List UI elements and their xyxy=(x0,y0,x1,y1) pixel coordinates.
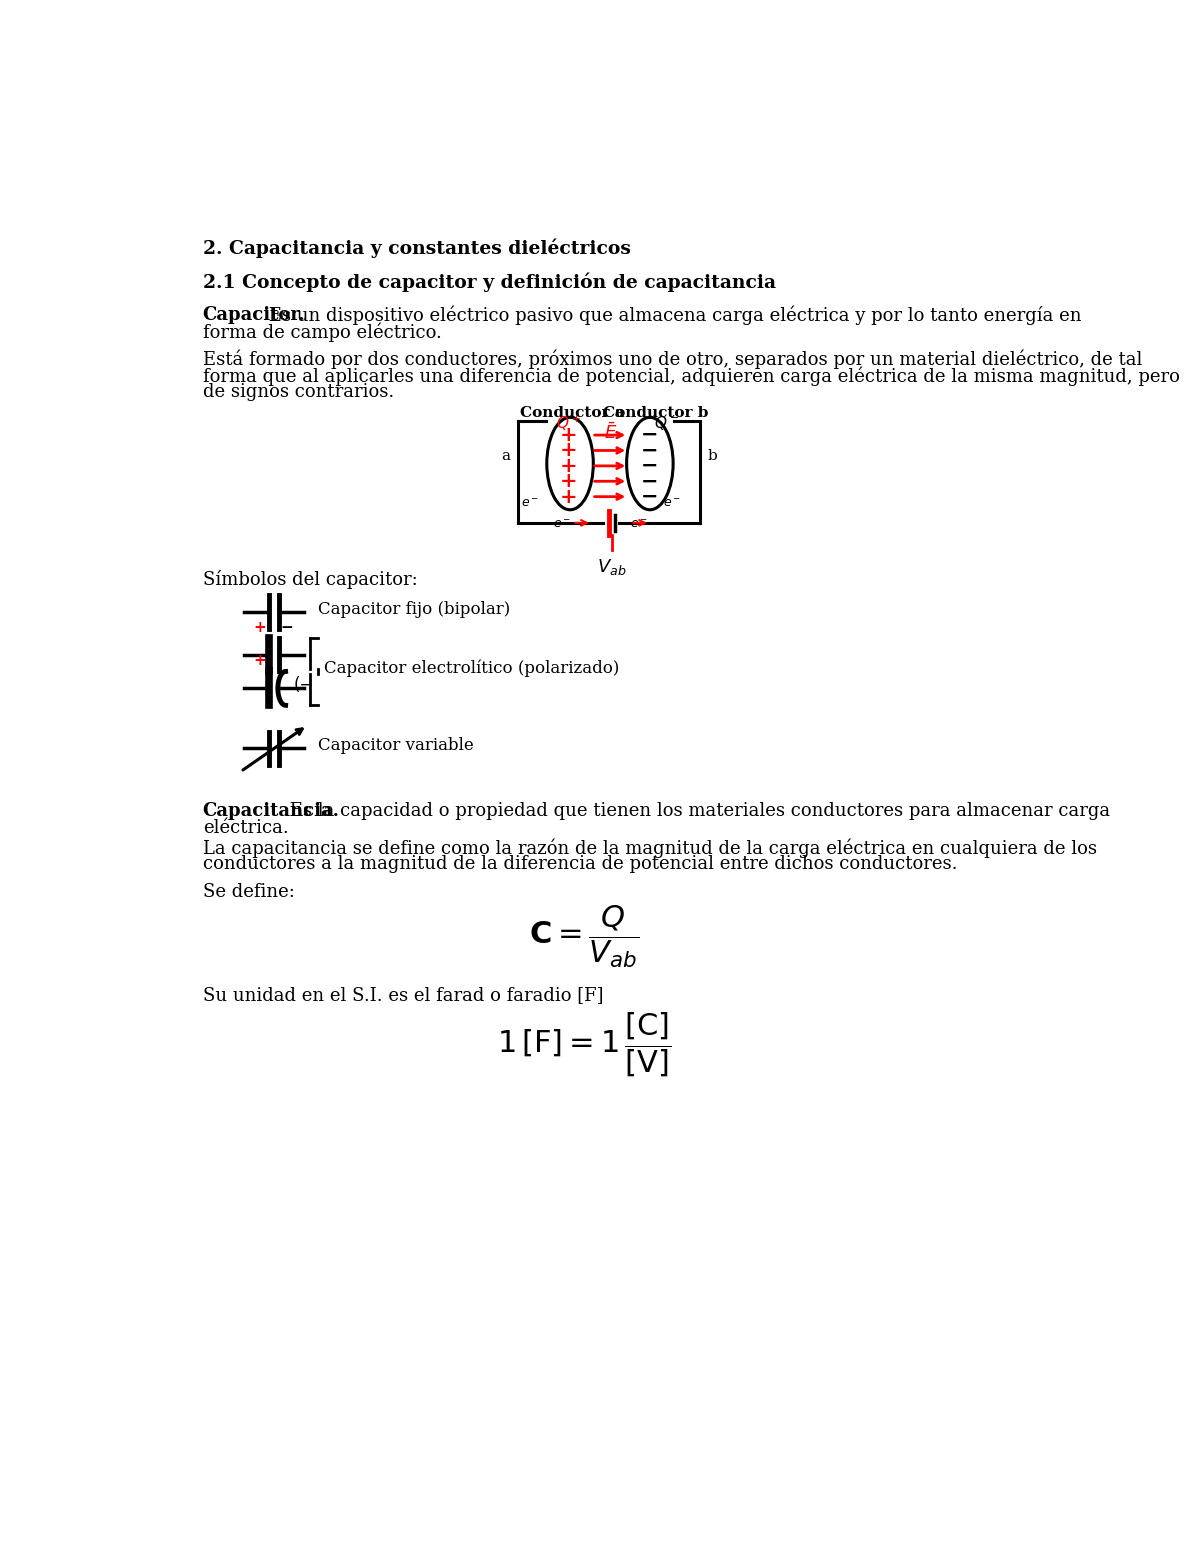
Text: +: + xyxy=(559,457,577,475)
Text: $Q^+$: $Q^+$ xyxy=(556,413,581,433)
Text: 2.1 Concepto de capacitor y definición de capacitancia: 2.1 Concepto de capacitor y definición d… xyxy=(203,273,775,292)
Text: −: − xyxy=(641,441,659,461)
Text: conductores a la magnitud de la diferencia de potencial entre dichos conductores: conductores a la magnitud de la diferenc… xyxy=(203,856,958,873)
Text: $e^-$: $e^-$ xyxy=(553,517,571,531)
Text: Capacitor electrolítico (polarizado): Capacitor electrolítico (polarizado) xyxy=(324,660,619,677)
Text: +: + xyxy=(253,654,265,668)
Text: Se define:: Se define: xyxy=(203,884,294,901)
Text: −: − xyxy=(641,457,659,475)
Text: Su unidad en el S.I. es el farad o faradio [F]: Su unidad en el S.I. es el farad o farad… xyxy=(203,986,604,1003)
Text: $Q^-$: $Q^-$ xyxy=(654,413,679,432)
Text: +: + xyxy=(253,620,265,635)
Text: −: − xyxy=(281,620,294,635)
Text: $\bar{E}$: $\bar{E}$ xyxy=(605,422,618,443)
Text: Capacitancia.: Capacitancia. xyxy=(203,803,340,820)
Text: Es la capacidad o propiedad que tienen los materiales conductores para almacenar: Es la capacidad o propiedad que tienen l… xyxy=(284,803,1110,820)
Text: +: + xyxy=(559,471,577,491)
Text: Está formado por dos conductores, próximos uno de otro, separados por un materia: Está formado por dos conductores, próxim… xyxy=(203,349,1142,370)
Text: 2. Capacitancia y constantes dieléctricos: 2. Capacitancia y constantes dieléctrico… xyxy=(203,239,630,258)
Text: Capacitor.: Capacitor. xyxy=(203,306,305,323)
Text: a: a xyxy=(502,449,510,463)
Text: eléctrica.: eléctrica. xyxy=(203,820,288,837)
Text: −: − xyxy=(641,486,659,506)
Text: (−: (− xyxy=(293,676,313,694)
Text: $V_{ab}$: $V_{ab}$ xyxy=(598,558,626,578)
Text: forma de campo eléctrico.: forma de campo eléctrico. xyxy=(203,323,442,342)
Text: +: + xyxy=(559,426,577,446)
Text: Capacitor variable: Capacitor variable xyxy=(318,736,474,753)
Text: $e^-$: $e^-$ xyxy=(521,497,540,509)
Text: Símbolos del capacitor:: Símbolos del capacitor: xyxy=(203,570,418,589)
Text: Conductor b: Conductor b xyxy=(602,405,708,419)
Text: Es un dispositivo eléctrico pasivo que almacena carga eléctrica y por lo tanto e: Es un dispositivo eléctrico pasivo que a… xyxy=(263,306,1081,325)
Text: b: b xyxy=(708,449,718,463)
Text: +: + xyxy=(559,486,577,506)
Text: Capacitor fijo (bipolar): Capacitor fijo (bipolar) xyxy=(318,601,510,618)
Text: −: − xyxy=(641,471,659,491)
Text: $\mathbf{C} = \dfrac{Q}{V_{ab}}$: $\mathbf{C} = \dfrac{Q}{V_{ab}}$ xyxy=(529,904,640,971)
Text: La capacitancia se define como la razón de la magnitud de la carga eléctrica en : La capacitancia se define como la razón … xyxy=(203,839,1097,859)
Text: forma que al aplicarles una diferencia de potencial, adquieren carga eléctrica d: forma que al aplicarles una diferencia d… xyxy=(203,367,1180,387)
Text: Conductor a: Conductor a xyxy=(520,405,625,419)
Text: de signos contrarios.: de signos contrarios. xyxy=(203,384,394,402)
Text: $1\,[\mathrm{F}] = 1\,\dfrac{[\mathrm{C}]}{[\mathrm{V}]}$: $1\,[\mathrm{F}] = 1\,\dfrac{[\mathrm{C}… xyxy=(497,1011,671,1079)
Text: $e^-$: $e^-$ xyxy=(662,497,680,509)
Text: $e^-$: $e^-$ xyxy=(630,517,649,531)
Text: +: + xyxy=(559,441,577,461)
Text: −: − xyxy=(641,426,659,446)
